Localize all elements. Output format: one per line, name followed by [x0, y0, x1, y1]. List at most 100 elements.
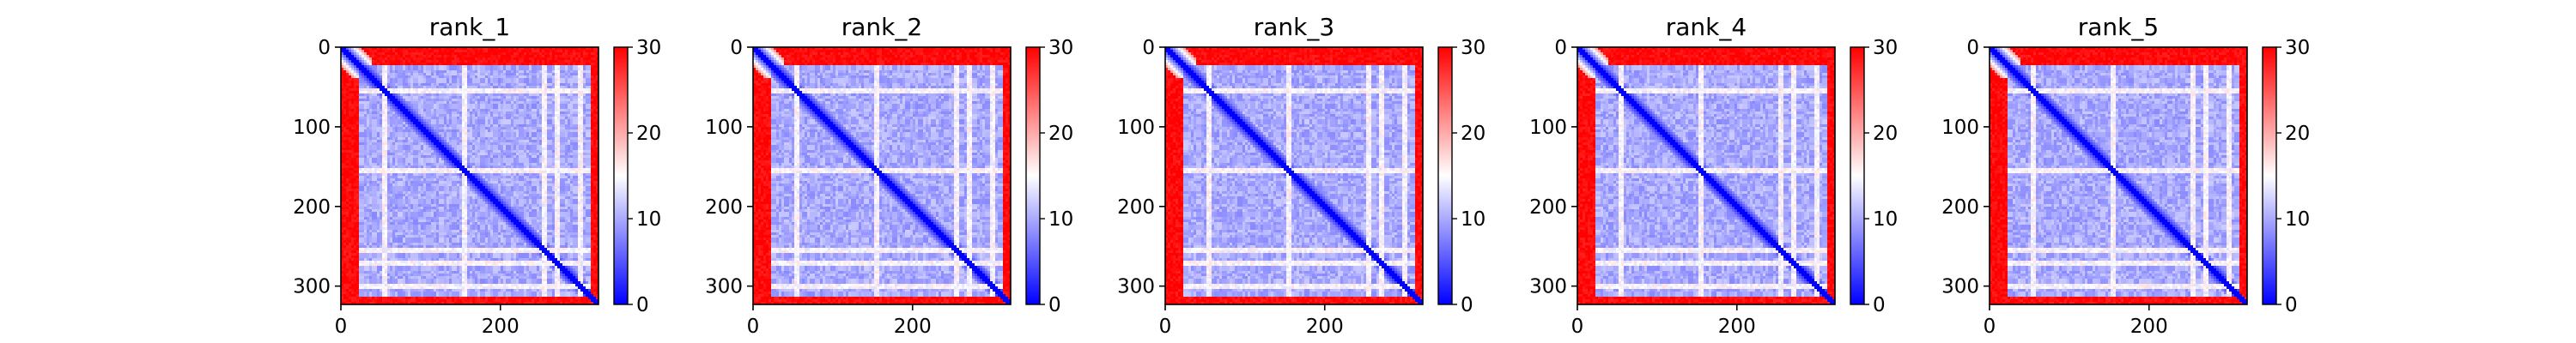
heatmap-cell: [444, 83, 447, 86]
heatmap-cell: [483, 55, 485, 57]
heatmap-cell: [495, 83, 498, 86]
heatmap-cell: [400, 124, 403, 127]
heatmap-cell: [364, 50, 367, 52]
heatmap-cell: [493, 119, 495, 122]
heatmap-cell: [465, 57, 467, 60]
heatmap-cell: [367, 55, 369, 57]
heatmap-cell: [560, 91, 562, 93]
heatmap-cell: [470, 137, 472, 140]
heatmap-cell: [552, 114, 555, 117]
heatmap-cell: [555, 106, 557, 109]
heatmap-cell: [588, 65, 591, 68]
heatmap-cell: [470, 60, 472, 63]
heatmap-cell: [343, 68, 346, 70]
heatmap-cell: [439, 52, 441, 55]
heatmap-cell: [398, 91, 400, 93]
heatmap-cell: [568, 60, 570, 63]
heatmap-cell: [555, 91, 557, 93]
heatmap-cell: [398, 81, 400, 83]
heatmap-cell: [555, 52, 557, 55]
heatmap-cell: [506, 52, 508, 55]
heatmap-cell: [361, 109, 364, 111]
heatmap-cell: [364, 88, 367, 91]
heatmap-cell: [534, 117, 537, 119]
heatmap-cell: [359, 106, 361, 109]
heatmap-cell: [508, 60, 511, 63]
heatmap-cell: [382, 106, 385, 109]
heatmap-cell: [374, 70, 377, 73]
heatmap-cell: [367, 127, 369, 129]
heatmap-cell: [503, 73, 506, 75]
heatmap-cell: [382, 65, 385, 68]
heatmap-cell: [431, 78, 434, 81]
heatmap-cell: [457, 55, 459, 57]
heatmap-cell: [398, 68, 400, 70]
heatmap-cell: [498, 86, 501, 88]
heatmap-cell: [434, 109, 436, 111]
heatmap-cell: [444, 104, 447, 106]
heatmap-cell: [470, 75, 472, 78]
heatmap-cell: [439, 101, 441, 104]
heatmap-cell: [413, 117, 416, 119]
heatmap-cell: [503, 101, 506, 104]
heatmap-cell: [452, 65, 454, 68]
heatmap-cell: [418, 91, 421, 93]
heatmap-cell: [465, 119, 467, 122]
heatmap-cell: [562, 129, 565, 132]
heatmap-cell: [547, 104, 550, 106]
heatmap-cell: [431, 124, 434, 127]
heatmap-cell: [583, 52, 586, 55]
heatmap-cell: [356, 106, 359, 109]
heatmap-cell: [506, 55, 508, 57]
heatmap-cell: [395, 117, 398, 119]
heatmap-cell: [568, 91, 570, 93]
heatmap-cell: [343, 50, 346, 52]
heatmap-cell: [361, 96, 364, 99]
heatmap-cell: [537, 96, 539, 99]
heatmap-cell: [573, 109, 575, 111]
heatmap-cell: [547, 106, 550, 109]
heatmap-cell: [367, 122, 369, 124]
heatmap-cell: [493, 57, 495, 60]
heatmap-cell: [351, 132, 354, 135]
heatmap-cell: [385, 117, 387, 119]
heatmap-cell: [519, 99, 521, 101]
heatmap-cell: [359, 78, 361, 81]
heatmap-cell: [495, 117, 498, 119]
heatmap-cell: [557, 135, 560, 137]
heatmap-cell: [575, 129, 578, 132]
heatmap-cell: [519, 78, 521, 81]
heatmap-cell: [586, 122, 588, 124]
heatmap-cell: [490, 122, 493, 124]
heatmap-cell: [413, 137, 416, 140]
heatmap-cell: [503, 124, 506, 127]
heatmap-cell: [534, 93, 537, 96]
heatmap-cell: [459, 114, 462, 117]
heatmap-cell: [452, 68, 454, 70]
heatmap-cell: [436, 50, 439, 52]
heatmap-cell: [483, 93, 485, 96]
heatmap-cell: [511, 109, 513, 111]
heatmap-cell: [511, 111, 513, 114]
heatmap-cell: [526, 75, 529, 78]
heatmap-cell: [403, 63, 405, 65]
heatmap-cell: [385, 140, 387, 142]
heatmap-cell: [343, 78, 346, 81]
heatmap-cell: [374, 91, 377, 93]
heatmap-cell: [356, 137, 359, 140]
heatmap-cell: [586, 63, 588, 65]
heatmap-cell: [390, 104, 392, 106]
heatmap-cell: [575, 81, 578, 83]
heatmap-cell: [493, 65, 495, 68]
heatmap-cell: [364, 137, 367, 140]
heatmap-cell: [578, 96, 580, 99]
heatmap-cell: [426, 101, 428, 104]
heatmap-cell: [508, 68, 511, 70]
heatmap-cell: [539, 111, 542, 114]
heatmap-cell: [503, 52, 506, 55]
heatmap-cell: [503, 104, 506, 106]
heatmap-cell: [560, 109, 562, 111]
heatmap-cell: [475, 91, 477, 93]
heatmap-cell: [349, 104, 351, 106]
heatmap-cell: [428, 106, 431, 109]
